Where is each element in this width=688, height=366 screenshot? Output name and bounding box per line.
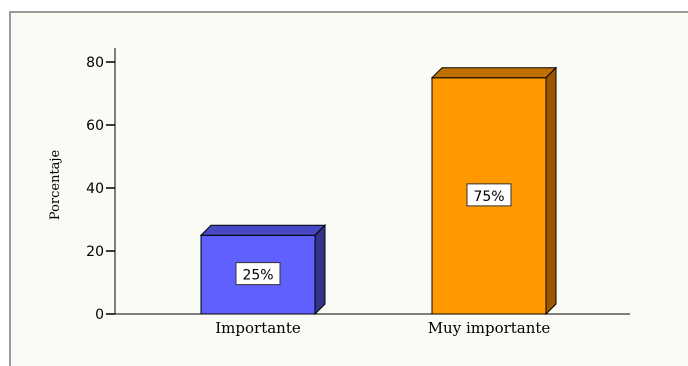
bar-top bbox=[430, 67, 558, 79]
y-tick-label: 60 bbox=[86, 118, 104, 134]
y-tick-label: 80 bbox=[86, 55, 104, 71]
x-tick-label: Muy importante bbox=[428, 319, 551, 337]
data-label: 25% bbox=[242, 268, 273, 284]
data-label: 75% bbox=[473, 189, 504, 205]
data-label-box bbox=[466, 183, 512, 207]
y-axis-label: Porcentaje bbox=[48, 150, 63, 221]
y-tick-label: 20 bbox=[86, 244, 104, 260]
bar-side bbox=[545, 66, 557, 316]
chart-labels: 25% Importante 75% Muy importante bbox=[215, 183, 551, 337]
y-tick-label: 40 bbox=[86, 181, 104, 197]
data-label-box bbox=[235, 262, 281, 286]
x-tick-label: Importante bbox=[215, 319, 301, 337]
bar-side bbox=[314, 224, 326, 316]
y-tick-label: 0 bbox=[95, 307, 104, 323]
bar-top bbox=[199, 224, 327, 236]
chart-frame bbox=[9, 11, 688, 366]
